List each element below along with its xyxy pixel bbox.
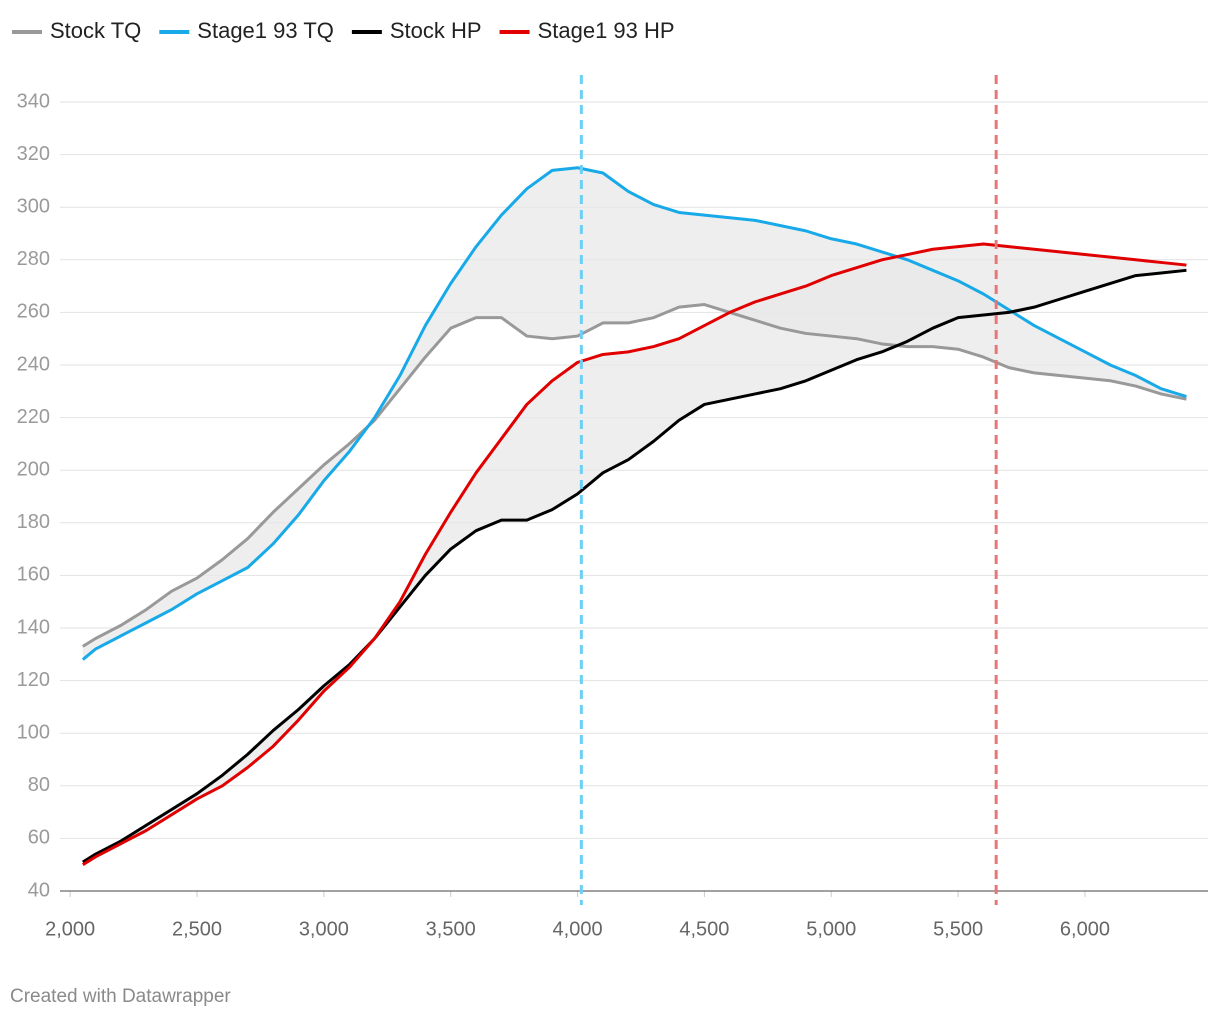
y-tick-label: 40	[28, 879, 50, 901]
x-tick-label: 5,000	[806, 918, 856, 940]
y-tick-label: 340	[17, 90, 50, 112]
y-tick-label: 80	[28, 774, 50, 796]
legend-label: Stage1 93 TQ	[197, 18, 334, 43]
legend-label: Stock HP	[390, 18, 482, 43]
y-tick-label: 60	[28, 827, 50, 849]
y-tick-label: 200	[17, 458, 50, 480]
y-tick-label: 220	[17, 406, 50, 428]
series-line	[81, 166, 1187, 661]
y-tick-label: 100	[17, 721, 50, 743]
y-tick-label: 240	[17, 353, 50, 375]
x-tick-label: 5,500	[933, 918, 983, 940]
x-tick-label: 3,500	[426, 918, 476, 940]
y-tick-label: 180	[17, 511, 50, 533]
x-tick-label: 2,500	[172, 918, 222, 940]
series-line	[82, 268, 1187, 864]
legend-label: Stage1 93 HP	[538, 18, 675, 43]
y-tick-label: 280	[17, 248, 50, 270]
range-fill	[82, 244, 1187, 865]
legend-label: Stock TQ	[50, 18, 141, 43]
x-tick-label: 2,000	[45, 918, 95, 940]
series-line	[82, 303, 1187, 648]
y-tick-label: 140	[17, 616, 50, 638]
x-tick-label: 4,000	[553, 918, 603, 940]
x-tick-label: 4,500	[679, 918, 729, 940]
credit: Created with Datawrapper	[10, 986, 231, 1007]
series-line	[82, 242, 1187, 866]
y-tick-label: 300	[17, 195, 50, 217]
x-tick-label: 6,000	[1060, 918, 1110, 940]
y-tick-label: 320	[17, 143, 50, 165]
y-tick-label: 160	[17, 564, 50, 586]
y-tick-label: 120	[17, 669, 50, 691]
y-tick-label: 260	[17, 301, 50, 323]
x-tick-label: 3,000	[299, 918, 349, 940]
